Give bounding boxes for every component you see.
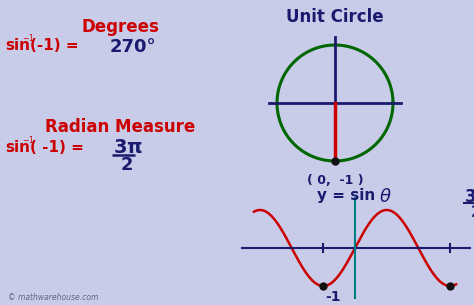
Text: ( -1) =: ( -1) = xyxy=(30,140,84,155)
Text: -1: -1 xyxy=(326,290,341,304)
Text: $^{-1}$: $^{-1}$ xyxy=(22,34,35,44)
Text: $^{-1}$: $^{-1}$ xyxy=(22,136,35,146)
Text: ( 0,  -1 ): ( 0, -1 ) xyxy=(307,174,363,187)
Text: $\mathbf{2}$: $\mathbf{2}$ xyxy=(120,156,133,174)
Text: Radian Measure: Radian Measure xyxy=(45,118,195,136)
Text: © mathwarehouse.com: © mathwarehouse.com xyxy=(8,293,99,302)
Text: $\mathbf{2}$: $\mathbf{2}$ xyxy=(470,204,474,220)
Text: sin: sin xyxy=(5,38,30,53)
Text: 270°: 270° xyxy=(110,38,156,56)
Text: $\mathbf{3\pi}$: $\mathbf{3\pi}$ xyxy=(113,138,143,157)
Text: y = sin: y = sin xyxy=(317,188,381,203)
Text: (-1) =: (-1) = xyxy=(30,38,79,53)
Text: sin: sin xyxy=(5,140,30,155)
Text: $\mathit{\theta}$: $\mathit{\theta}$ xyxy=(379,188,392,206)
Text: Degrees: Degrees xyxy=(81,18,159,36)
Text: Unit Circle: Unit Circle xyxy=(286,8,384,26)
Text: $\mathbf{3\pi}$: $\mathbf{3\pi}$ xyxy=(464,188,474,206)
